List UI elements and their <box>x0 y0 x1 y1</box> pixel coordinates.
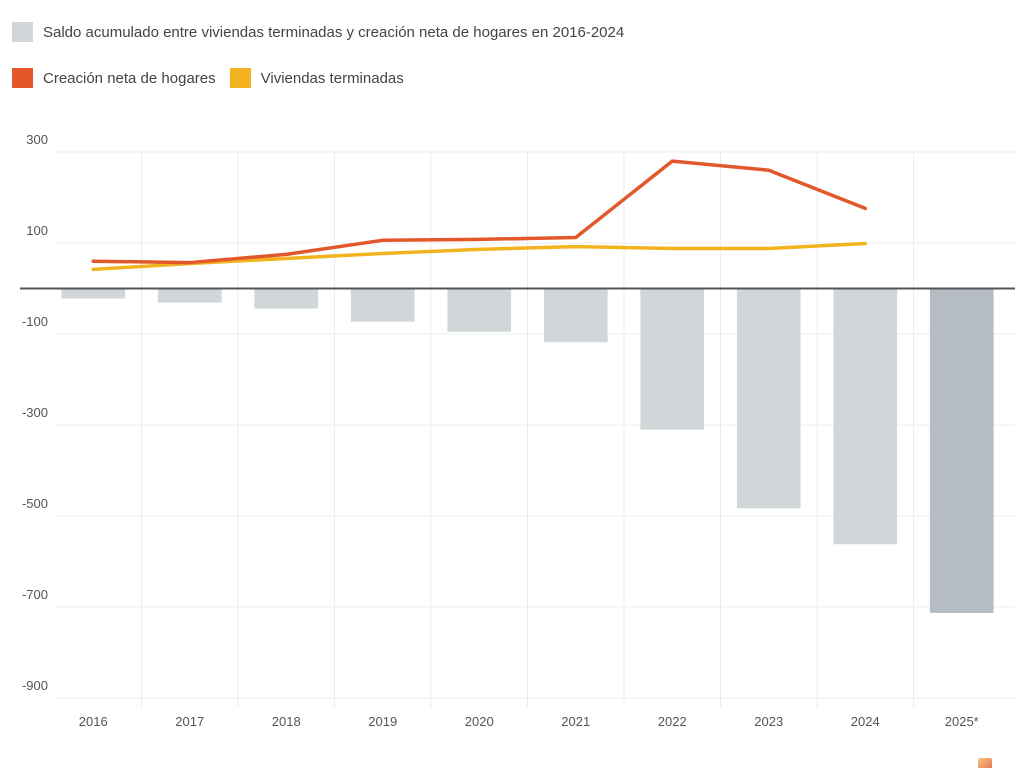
brand-logo-icon <box>978 758 992 768</box>
legend-label-saldo: Saldo acumulado entre viviendas terminad… <box>43 23 625 41</box>
bar-2023 <box>736 288 801 509</box>
y-tick-label: -300 <box>22 405 48 420</box>
x-tick-label: 2020 <box>465 714 494 729</box>
legend-row-lines: Creación neta de hogares Viviendas termi… <box>12 68 418 88</box>
legend-swatch-creacion <box>12 68 33 88</box>
bars <box>61 288 994 613</box>
x-tick-label: 2023 <box>754 714 783 729</box>
grid <box>55 151 1015 708</box>
legend-row-bars: Saldo acumulado entre viviendas terminad… <box>12 22 638 42</box>
legend-item-saldo: Saldo acumulado entre viviendas terminad… <box>12 22 624 42</box>
bar-2024 <box>833 288 898 545</box>
legend-item-viviendas: Viviendas terminadas <box>229 68 404 88</box>
x-tick-label: 2021 <box>561 714 590 729</box>
legend-label-creacion: Creación neta de hogares <box>43 69 216 87</box>
bar-2017 <box>157 288 222 303</box>
y-tick-label: 300 <box>26 132 48 147</box>
bar-2018 <box>254 288 319 309</box>
x-tick-label: 2017 <box>175 714 204 729</box>
line-creacion-neta-hogares <box>91 159 867 265</box>
bar-2020 <box>447 288 512 332</box>
x-tick-label: 2016 <box>79 714 108 729</box>
bar-2016 <box>61 288 126 299</box>
x-tick-label: 2022 <box>658 714 687 729</box>
legend-label-viviendas: Viviendas terminadas <box>260 69 404 87</box>
line-viviendas-terminadas <box>91 241 867 272</box>
x-tick-label: 2018 <box>272 714 301 729</box>
axes: 300 100 -100 -300 -500 -700 -900 2016 2017 2018 20… <box>20 132 1015 729</box>
y-tick-label: 100 <box>26 223 48 238</box>
bar-2021 <box>543 288 608 343</box>
bar-2022 <box>640 288 705 430</box>
y-tick-label: -700 <box>22 587 48 602</box>
y-tick-label: -100 <box>22 314 48 329</box>
x-tick-label: 2025* <box>945 714 979 729</box>
lines <box>91 159 867 272</box>
y-tick-label: -900 <box>22 678 48 693</box>
x-tick-label: 2024 <box>851 714 880 729</box>
x-tick-label: 2019 <box>368 714 397 729</box>
legend-item-creacion: Creación neta de hogares <box>12 68 216 88</box>
chart-plot: 300 100 -100 -300 -500 -700 -900 2016 2017 2018 20… <box>20 132 1015 729</box>
y-tick-label: -500 <box>22 496 48 511</box>
legend-swatch-viviendas <box>229 68 251 88</box>
bar-2019 <box>350 288 415 322</box>
bar-2025* <box>929 288 994 613</box>
legend-swatch-saldo <box>12 22 33 42</box>
